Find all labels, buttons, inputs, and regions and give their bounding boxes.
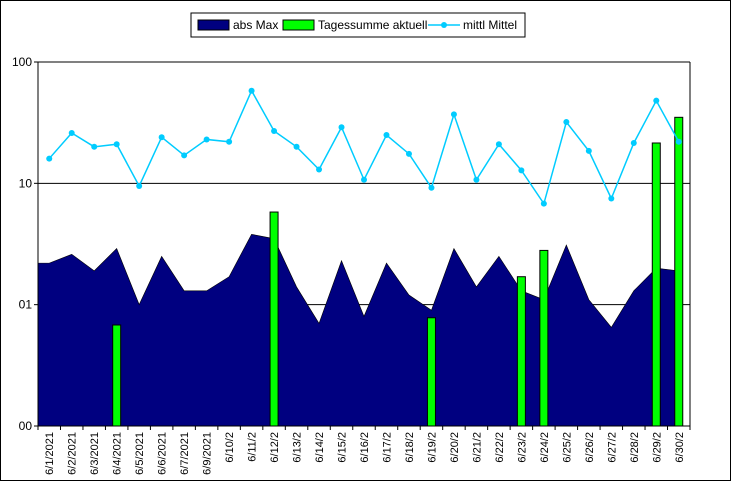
line-point-4: [136, 183, 143, 190]
x-tick-label-24: 6/26/2: [584, 432, 596, 463]
line-point-17: [428, 184, 435, 191]
x-tick-label-19: 6/21/2: [471, 432, 483, 463]
line-point-24: [585, 147, 592, 154]
bar-17: [426, 317, 436, 427]
line-point-22: [540, 200, 547, 207]
x-tick-label-7: 6/9/2021: [202, 432, 214, 475]
line-point-0: [46, 155, 53, 162]
series-line-group: [46, 87, 682, 207]
x-tick-label-12: 6/14/2: [314, 432, 326, 463]
line-point-26: [630, 139, 637, 146]
y-tick-label-0: 00: [19, 419, 33, 433]
line-point-7: [203, 136, 210, 143]
x-tick-label-6: 6/7/2021: [179, 432, 191, 475]
line-point-10: [271, 127, 278, 134]
axes: [34, 61, 691, 430]
line-point-12: [316, 166, 323, 173]
x-tick-label-3: 6/4/2021: [112, 432, 124, 475]
line-point-14: [361, 176, 367, 183]
legend-swatch-abs-max: [197, 19, 230, 31]
x-tick-label-17: 6/19/2: [426, 432, 438, 463]
y-tick-label-1: 01: [19, 298, 33, 312]
line-point-3: [113, 141, 120, 148]
line-point-27: [653, 97, 660, 104]
x-tick-label-0: 6/1/2021: [44, 432, 56, 475]
x-tick-label-14: 6/16/2: [359, 432, 371, 463]
line-point-25: [608, 195, 615, 202]
legend: abs Max Tagessumme aktuell mittl Mittel: [190, 12, 526, 38]
line-point-5: [158, 134, 165, 141]
y-tick-label-3: 100: [12, 55, 32, 69]
y-tick-label-2: 10: [19, 176, 33, 190]
bar-22: [539, 249, 549, 427]
x-tick-label-23: 6/25/2: [561, 432, 573, 463]
x-tick-label-26: 6/28/2: [629, 432, 641, 463]
x-tick-label-15: 6/17/2: [381, 432, 393, 463]
x-tick-label-16: 6/18/2: [404, 432, 416, 463]
legend-swatch-tagessumme: [282, 19, 315, 31]
x-tick-label-25: 6/27/2: [606, 432, 618, 463]
line-point-20: [495, 141, 502, 148]
legend-label-abs-max: abs Max: [233, 18, 278, 32]
line-point-2: [91, 143, 98, 150]
line-point-1: [68, 129, 75, 136]
x-tick-label-5: 6/6/2021: [157, 432, 169, 475]
legend-label-tagessumme: Tagessumme aktuell: [318, 18, 427, 32]
y-tick-labels: 00 01 10 100: [12, 55, 32, 433]
x-tick-label-21: 6/23/2: [516, 432, 528, 463]
line-point-6: [181, 152, 188, 159]
bar-21: [516, 276, 526, 427]
x-tick-label-10: 6/12/2: [269, 432, 281, 463]
line-point-11: [293, 143, 300, 150]
line-point-16: [405, 150, 412, 157]
x-tick-labels: 6/1/2021 6/2/2021 6/3/2021 6/4/2021 6/5/2021…: [44, 432, 686, 475]
line-point-19: [473, 176, 480, 183]
x-tick-label-18: 6/20/2: [449, 432, 461, 463]
bar-28: [674, 116, 684, 427]
x-tick-label-11: 6/13/2: [292, 432, 304, 463]
line-point-18: [450, 111, 457, 118]
x-tick-label-4: 6/5/2021: [134, 432, 146, 475]
line-point-13: [338, 124, 345, 131]
x-tick-label-13: 6/15/2: [337, 432, 349, 463]
line-point-15: [383, 132, 390, 139]
x-tick-label-28: 6/30/2: [674, 432, 686, 463]
line-point-8: [226, 138, 233, 145]
x-tick-label-2: 6/3/2021: [89, 432, 101, 475]
line-point-9: [248, 87, 255, 94]
line-point-23: [563, 119, 570, 126]
x-tick-label-27: 6/29/2: [651, 432, 663, 463]
legend-label-mittl-mittel: mittl Mittel: [463, 18, 517, 32]
x-tick-label-9: 6/11/2: [247, 432, 259, 462]
legend-marker-mittl-mittel: [441, 22, 447, 28]
x-tick-label-8: 6/10/2: [224, 432, 236, 463]
line-point-28: [675, 138, 682, 145]
x-tick-label-1: 6/2/2021: [67, 432, 79, 475]
bar-3: [112, 324, 122, 427]
line-point-21: [518, 167, 525, 174]
legend-box: [190, 12, 526, 38]
series-bars-group: [112, 116, 684, 427]
bar-27: [651, 142, 661, 427]
bar-10: [269, 211, 279, 427]
x-tick-label-20: 6/22/2: [494, 432, 506, 463]
x-tick-label-22: 6/24/2: [539, 432, 551, 463]
